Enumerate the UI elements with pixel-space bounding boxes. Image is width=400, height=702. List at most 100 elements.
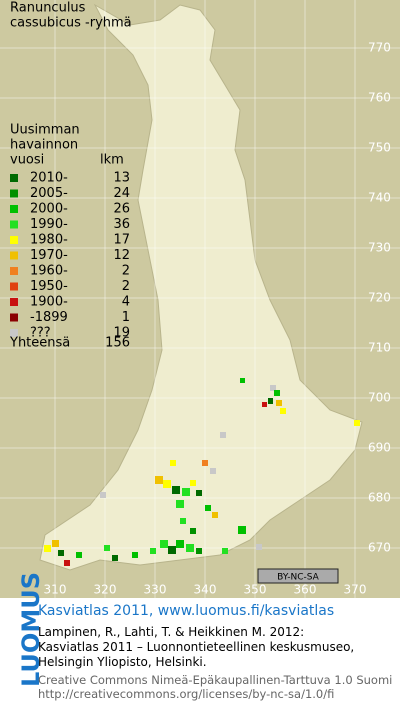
obs	[160, 540, 168, 548]
obs	[150, 548, 156, 554]
legend-count: 4	[122, 295, 130, 310]
legend-label: ???	[30, 326, 51, 341]
headline: Kasviatlas 2011, www.luomus.fi/kasviatla…	[38, 603, 335, 619]
obs	[170, 460, 176, 466]
obs	[205, 505, 211, 511]
obs	[274, 390, 280, 396]
citation: Kasviatlas 2011 – Luonnontieteellinen ke…	[38, 640, 355, 654]
obs	[58, 550, 64, 556]
legend-label: 2000-	[30, 202, 68, 217]
legend-count: 19	[113, 326, 130, 341]
obs	[168, 546, 176, 554]
legend-label: 1900-	[30, 295, 68, 310]
legend-label: 1990-	[30, 217, 68, 232]
east-label: 340	[194, 583, 217, 597]
east-label: 350	[244, 583, 267, 597]
obs	[270, 385, 276, 391]
legend-count: 2	[122, 264, 130, 279]
east-label: 310	[44, 583, 67, 597]
obs	[220, 432, 226, 438]
obs	[180, 518, 186, 524]
obs	[172, 486, 180, 494]
license-badge: BY-NC-SA	[257, 568, 339, 584]
legend-header: Uusimman	[10, 123, 80, 138]
badge-text: BY-NC-SA	[277, 573, 320, 583]
legend-label: 1960-	[30, 264, 68, 279]
legend-count: 24	[113, 186, 130, 201]
legend-total: 156	[105, 336, 130, 351]
citation: Lampinen, R., Lahti, T. & Heikkinen M. 2…	[38, 625, 305, 639]
title: cassubicus -ryhmä	[10, 16, 132, 31]
citation: Helsingin Yliopisto, Helsinki.	[38, 655, 207, 669]
legend-swatch	[10, 267, 18, 275]
obs	[196, 548, 202, 554]
obs	[132, 552, 138, 558]
legend-header: lkm	[100, 153, 124, 168]
east-label: 360	[294, 583, 317, 597]
obs	[222, 548, 228, 554]
badge-box	[257, 568, 339, 584]
obs	[112, 555, 118, 561]
obs	[76, 552, 82, 558]
legend-header: havainnon	[10, 138, 78, 153]
obs	[176, 500, 184, 508]
obs	[212, 512, 218, 518]
obs	[238, 526, 246, 534]
obs	[163, 480, 171, 488]
legend-label: 1950-	[30, 279, 68, 294]
obs	[196, 490, 202, 496]
observations	[44, 378, 360, 566]
legend-swatch	[10, 298, 18, 306]
legend-swatch	[10, 282, 18, 291]
title: Ranunculus	[10, 1, 86, 16]
obs	[190, 480, 196, 486]
legend-count: 13	[113, 171, 130, 186]
obs	[64, 560, 70, 566]
obs	[182, 488, 190, 496]
legend-count: 36	[113, 217, 130, 232]
legend-swatch	[10, 189, 18, 198]
legend-label: 1980-	[30, 233, 68, 248]
north-label: 690	[368, 441, 391, 455]
legend-swatch	[10, 251, 18, 260]
legend-header: vuosi	[10, 153, 44, 168]
north-label: 740	[368, 191, 391, 205]
obs	[190, 528, 196, 534]
legend-swatch	[10, 313, 18, 322]
north-label: 700	[368, 391, 391, 405]
obs	[276, 400, 282, 406]
legend-count: 12	[113, 248, 130, 263]
north-label: 680	[368, 491, 391, 505]
obs	[44, 545, 51, 552]
obs	[155, 476, 163, 484]
north-label: 750	[368, 141, 391, 155]
legend-count: 2	[122, 279, 130, 294]
north-label: 770	[368, 41, 391, 55]
east-label: 330	[144, 583, 167, 597]
legend-swatch	[10, 329, 18, 337]
map: 770 760 750 740 730 720 710 700 690 680 670 310 320 3…	[0, 0, 400, 598]
legend-swatch	[10, 220, 18, 229]
obs	[104, 545, 110, 551]
license: Creative Commons Nimeä-Epäkaupallinen-Ta…	[38, 673, 393, 687]
grid-labels: 770 760 750 740 730 720 710 700 690 680 670 310 320 3…	[44, 41, 391, 597]
obs	[268, 398, 273, 404]
legend-label: 1970-	[30, 248, 68, 263]
legend-swatch	[10, 174, 18, 182]
country-outline	[39, 3, 363, 571]
obs	[176, 540, 184, 548]
legend-label: 2005-	[30, 186, 68, 201]
legend-count: 26	[113, 202, 130, 217]
obs	[354, 420, 360, 426]
obs	[256, 544, 262, 550]
north-label: 730	[368, 241, 391, 255]
obs	[186, 544, 194, 552]
legend-swatch	[10, 205, 18, 213]
north-label: 710	[368, 341, 391, 355]
obs	[280, 408, 286, 414]
obs	[262, 402, 267, 407]
legend-swatch	[10, 236, 18, 244]
obs	[52, 540, 59, 547]
